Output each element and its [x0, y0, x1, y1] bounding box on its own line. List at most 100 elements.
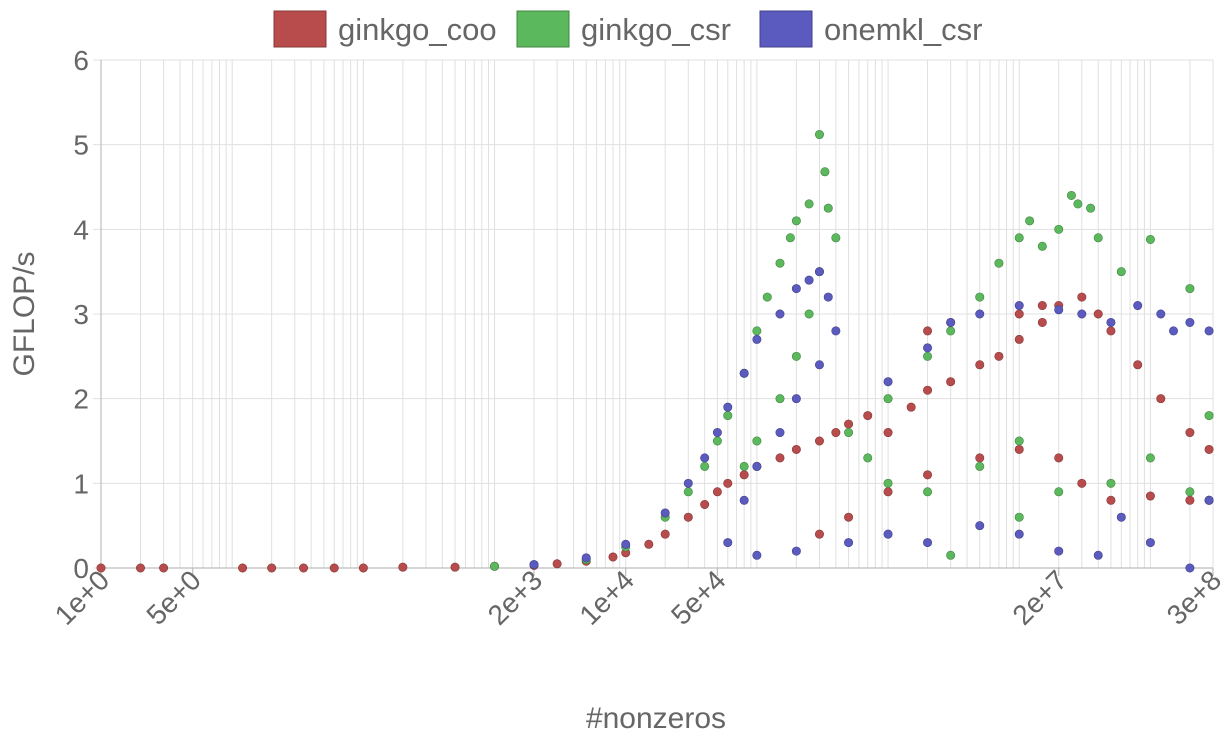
data-point	[238, 563, 248, 573]
data-point	[529, 560, 539, 570]
data-point	[1169, 326, 1179, 336]
data-point	[608, 552, 618, 562]
data-point	[1185, 317, 1195, 327]
data-point	[752, 436, 762, 446]
data-point	[299, 563, 309, 573]
data-point	[994, 258, 1004, 268]
data-point	[775, 309, 785, 319]
data-point	[844, 419, 854, 429]
data-points	[96, 130, 1214, 573]
data-point	[1204, 495, 1214, 505]
data-point	[1185, 563, 1195, 573]
data-point	[1106, 317, 1116, 327]
data-point	[398, 562, 408, 572]
data-point	[814, 529, 824, 539]
legend-item-onemkl_csr[interactable]: onemkl_csr	[759, 10, 983, 48]
data-point	[946, 317, 956, 327]
data-point	[883, 377, 893, 387]
data-point	[814, 436, 824, 446]
data-point	[660, 508, 670, 518]
data-point	[1185, 487, 1195, 497]
data-point	[1025, 216, 1035, 226]
data-point	[1054, 453, 1064, 463]
data-point	[96, 563, 106, 573]
data-point	[923, 487, 933, 497]
y-tick-label: 0	[73, 553, 89, 584]
data-point	[1014, 444, 1024, 454]
y-tick-label: 4	[73, 214, 89, 245]
data-point	[1156, 394, 1166, 404]
data-point	[712, 428, 722, 438]
data-point	[723, 402, 733, 412]
data-point	[1145, 538, 1155, 548]
legend-label: onemkl_csr	[824, 12, 983, 47]
data-point	[1204, 444, 1214, 454]
data-point	[923, 385, 933, 395]
legend-item-ginkgo_csr[interactable]: ginkgo_csr	[516, 10, 731, 48]
y-tick-label: 2	[73, 384, 89, 415]
data-point	[814, 360, 824, 370]
data-point	[159, 563, 169, 573]
data-point	[700, 453, 710, 463]
data-point	[975, 309, 985, 319]
y-axis-title: GFLOP/s	[8, 251, 41, 376]
data-point	[1077, 478, 1087, 488]
x-axis-title: #nonzeros	[586, 702, 726, 735]
data-point	[1037, 317, 1047, 327]
data-point	[1093, 233, 1103, 243]
data-point	[329, 563, 339, 573]
data-point	[723, 411, 733, 421]
legend-swatch	[759, 10, 813, 48]
data-point	[775, 394, 785, 404]
data-point	[1145, 453, 1155, 463]
data-point	[1106, 478, 1116, 488]
data-point	[683, 512, 693, 522]
data-point	[775, 428, 785, 438]
data-point	[752, 326, 762, 336]
data-point	[946, 377, 956, 387]
y-tick-label: 5	[73, 130, 89, 161]
data-point	[923, 538, 933, 548]
data-point	[723, 478, 733, 488]
data-point	[450, 562, 460, 572]
legend-swatch	[273, 10, 327, 48]
x-tick-label: 1e+0	[49, 564, 116, 631]
data-point	[1116, 267, 1126, 277]
data-point	[1037, 241, 1047, 251]
data-point	[820, 167, 830, 177]
data-point	[775, 258, 785, 268]
data-point	[1014, 233, 1024, 243]
data-point	[739, 368, 749, 378]
x-tick-label: 5e+4	[665, 564, 732, 631]
data-point	[785, 233, 795, 243]
data-point	[621, 539, 631, 549]
legend-label: ginkgo_coo	[338, 12, 497, 47]
data-point	[791, 216, 801, 226]
data-point	[1093, 550, 1103, 560]
data-point	[1014, 301, 1024, 311]
data-point	[975, 521, 985, 531]
legend-label: ginkgo_csr	[581, 12, 731, 47]
data-point	[1077, 292, 1087, 302]
legend-item-ginkgo_coo[interactable]: ginkgo_coo	[273, 10, 497, 48]
data-point	[739, 470, 749, 480]
data-point	[1077, 309, 1087, 319]
data-point	[975, 453, 985, 463]
data-point	[1066, 190, 1076, 200]
data-point	[1156, 309, 1166, 319]
data-point	[923, 470, 933, 480]
y-tick-label: 1	[73, 468, 89, 499]
data-point	[823, 203, 833, 213]
x-tick-label: 3e+8	[1161, 564, 1227, 631]
data-point	[358, 563, 368, 573]
legend-swatch	[516, 10, 570, 48]
grid	[93, 59, 1214, 569]
data-point	[1204, 411, 1214, 421]
data-point	[1073, 199, 1083, 209]
data-point	[923, 343, 933, 353]
data-point	[1093, 309, 1103, 319]
data-point	[739, 461, 749, 471]
data-point	[791, 444, 801, 454]
